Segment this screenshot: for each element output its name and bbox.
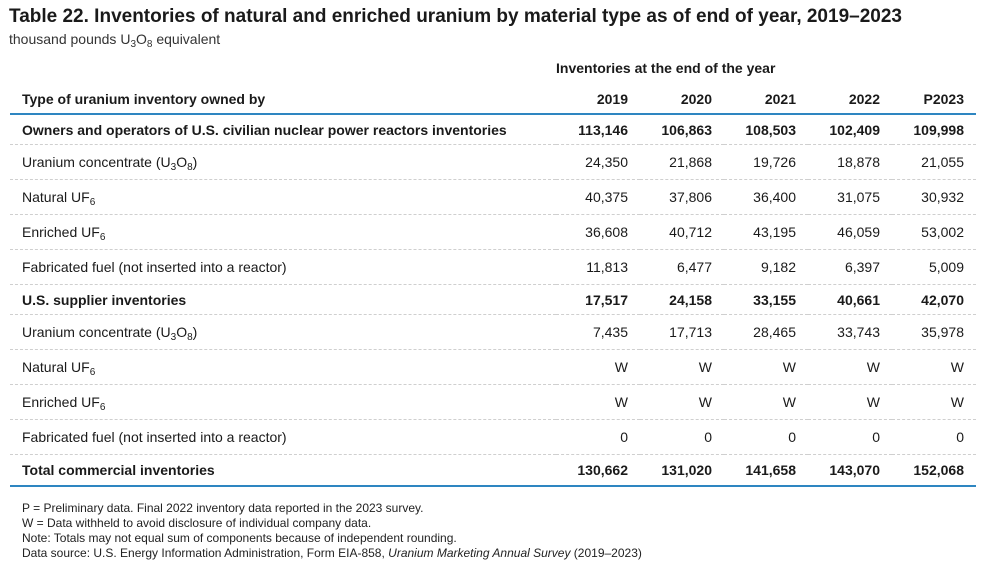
table-cell: 0 bbox=[808, 419, 892, 455]
table-subtitle: thousand pounds U3O8 equivalent bbox=[9, 31, 221, 50]
table-cell: 33,743 bbox=[808, 314, 892, 350]
table-row: U.S. supplier inventories 17,517 24,158 … bbox=[10, 284, 976, 315]
row-label: Natural UF6 bbox=[10, 349, 556, 385]
header-row: Type of uranium inventory owned by 2019 … bbox=[10, 84, 976, 115]
table-row: Natural UF6 W W W W W bbox=[10, 349, 976, 385]
row-label: Enriched UF6 bbox=[10, 214, 556, 250]
table-row: Uranium concentrate (U3O8) 24,350 21,868… bbox=[10, 144, 976, 180]
row-label: Uranium concentrate (U3O8) bbox=[10, 314, 556, 350]
year-column-header: 2019 bbox=[556, 84, 640, 115]
table-cell: 40,712 bbox=[640, 214, 724, 250]
table-cell: 28,465 bbox=[724, 314, 808, 350]
row-label: Natural UF6 bbox=[10, 179, 556, 215]
table-cell: 109,998 bbox=[892, 114, 976, 145]
table-cell: W bbox=[556, 384, 640, 420]
table-cell: 143,070 bbox=[808, 454, 892, 487]
year-column-header: 2020 bbox=[640, 84, 724, 115]
footnote-source: Data source: U.S. Energy Information Adm… bbox=[22, 546, 642, 560]
year-column-header: P2023 bbox=[892, 84, 976, 115]
table-cell: 17,713 bbox=[640, 314, 724, 350]
table-cell: W bbox=[724, 384, 808, 420]
table-cell: W bbox=[808, 384, 892, 420]
table-cell: 33,155 bbox=[724, 284, 808, 315]
table-cell: 42,070 bbox=[892, 284, 976, 315]
footnote-rounding: Note: Totals may not equal sum of compon… bbox=[22, 531, 457, 545]
table-cell: W bbox=[640, 349, 724, 385]
table-cell: 0 bbox=[640, 419, 724, 455]
table-cell: 0 bbox=[724, 419, 808, 455]
table-cell: 40,661 bbox=[808, 284, 892, 315]
table-cell: 108,503 bbox=[724, 114, 808, 145]
table-row: Fabricated fuel (not inserted into a rea… bbox=[10, 249, 976, 285]
table-cell: 36,608 bbox=[556, 214, 640, 250]
table-cell: 46,059 bbox=[808, 214, 892, 250]
table-cell: 21,055 bbox=[892, 144, 976, 180]
footnote-preliminary: P = Preliminary data. Final 2022 invento… bbox=[22, 501, 424, 515]
table-row: Owners and operators of U.S. civilian nu… bbox=[10, 114, 976, 145]
table-cell: W bbox=[892, 349, 976, 385]
row-label: Owners and operators of U.S. civilian nu… bbox=[10, 114, 556, 145]
table-cell: 53,002 bbox=[892, 214, 976, 250]
table-cell: 6,477 bbox=[640, 249, 724, 285]
table-cell: 19,726 bbox=[724, 144, 808, 180]
table-cell: 130,662 bbox=[556, 454, 640, 487]
row-label: Fabricated fuel (not inserted into a rea… bbox=[10, 419, 556, 455]
table-cell: 7,435 bbox=[556, 314, 640, 350]
table-cell: 102,409 bbox=[808, 114, 892, 145]
table-cell: 43,195 bbox=[724, 214, 808, 250]
column-group-header: Inventories at the end of the year bbox=[556, 60, 776, 76]
table-cell: W bbox=[808, 349, 892, 385]
year-column-header: 2022 bbox=[808, 84, 892, 115]
table-row: Enriched UF6 W W W W W bbox=[10, 384, 976, 420]
table-cell: 131,020 bbox=[640, 454, 724, 487]
table-cell: 0 bbox=[556, 419, 640, 455]
table-cell: 30,932 bbox=[892, 179, 976, 215]
footnote-withheld: W = Data withheld to avoid disclosure of… bbox=[22, 516, 372, 530]
table-cell: W bbox=[640, 384, 724, 420]
table-cell: W bbox=[556, 349, 640, 385]
table-row: Enriched UF6 36,608 40,712 43,195 46,059… bbox=[10, 214, 976, 250]
inventory-table: Type of uranium inventory owned by 2019 … bbox=[10, 84, 976, 487]
row-label: Total commercial inventories bbox=[10, 454, 556, 487]
table-cell: 24,350 bbox=[556, 144, 640, 180]
table-cell: 37,806 bbox=[640, 179, 724, 215]
table-title: Table 22. Inventories of natural and enr… bbox=[9, 6, 902, 27]
table-row: Uranium concentrate (U3O8) 7,435 17,713 … bbox=[10, 314, 976, 350]
table-cell: W bbox=[724, 349, 808, 385]
row-label: Fabricated fuel (not inserted into a rea… bbox=[10, 249, 556, 285]
table-row: Natural UF6 40,375 37,806 36,400 31,075 … bbox=[10, 179, 976, 215]
table-cell: 40,375 bbox=[556, 179, 640, 215]
table-cell: 18,878 bbox=[808, 144, 892, 180]
table-row: Fabricated fuel (not inserted into a rea… bbox=[10, 419, 976, 455]
table-cell: 6,397 bbox=[808, 249, 892, 285]
row-label: Uranium concentrate (U3O8) bbox=[10, 144, 556, 180]
table-cell: 21,868 bbox=[640, 144, 724, 180]
table-cell: 9,182 bbox=[724, 249, 808, 285]
table-cell: 0 bbox=[892, 419, 976, 455]
table-cell: 5,009 bbox=[892, 249, 976, 285]
table-cell: 36,400 bbox=[724, 179, 808, 215]
year-column-header: 2021 bbox=[724, 84, 808, 115]
table-cell: 152,068 bbox=[892, 454, 976, 487]
row-label: Enriched UF6 bbox=[10, 384, 556, 420]
table-row-total: Total commercial inventories 130,662 131… bbox=[10, 454, 976, 487]
table-cell: W bbox=[892, 384, 976, 420]
table-cell: 113,146 bbox=[556, 114, 640, 145]
row-label: U.S. supplier inventories bbox=[10, 284, 556, 315]
table-cell: 11,813 bbox=[556, 249, 640, 285]
label-column-header: Type of uranium inventory owned by bbox=[10, 84, 556, 115]
table-cell: 106,863 bbox=[640, 114, 724, 145]
table-cell: 24,158 bbox=[640, 284, 724, 315]
footnotes: P = Preliminary data. Final 2022 invento… bbox=[22, 501, 642, 561]
table-cell: 141,658 bbox=[724, 454, 808, 487]
table-cell: 31,075 bbox=[808, 179, 892, 215]
table-cell: 17,517 bbox=[556, 284, 640, 315]
table-cell: 35,978 bbox=[892, 314, 976, 350]
